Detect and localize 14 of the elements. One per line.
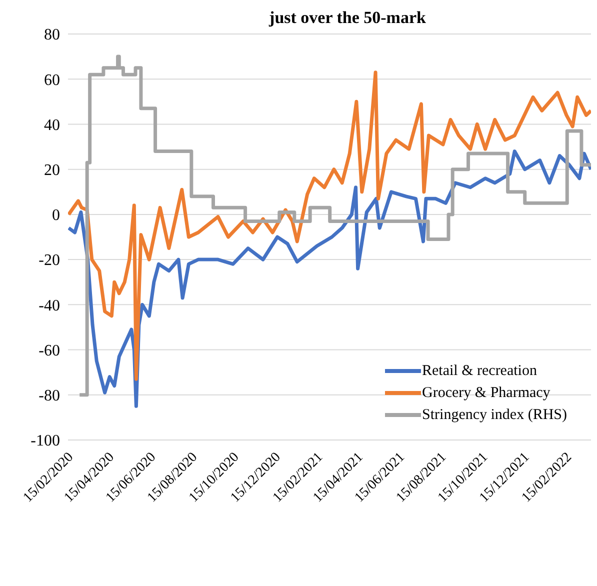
y-tick-label: -80 (38, 388, 60, 405)
legend-label: Stringency index (RHS) (422, 406, 567, 424)
y-tick-label: 80 (44, 26, 60, 44)
chart-title: just over the 50-mark (268, 8, 427, 28)
legend-label: Grocery & Pharmacy (422, 384, 550, 402)
y-tick-label: -60 (38, 342, 60, 360)
y-tick-label: 60 (44, 72, 60, 89)
y-tick-label: 0 (52, 207, 60, 224)
y-tick-label: -40 (38, 297, 60, 314)
y-tick-label: 40 (44, 116, 60, 134)
y-tick-label: 20 (44, 162, 60, 180)
y-tick-label: -100 (30, 432, 60, 450)
legend-label: Retail & recreation (422, 362, 537, 380)
y-tick-label: -20 (38, 252, 60, 270)
